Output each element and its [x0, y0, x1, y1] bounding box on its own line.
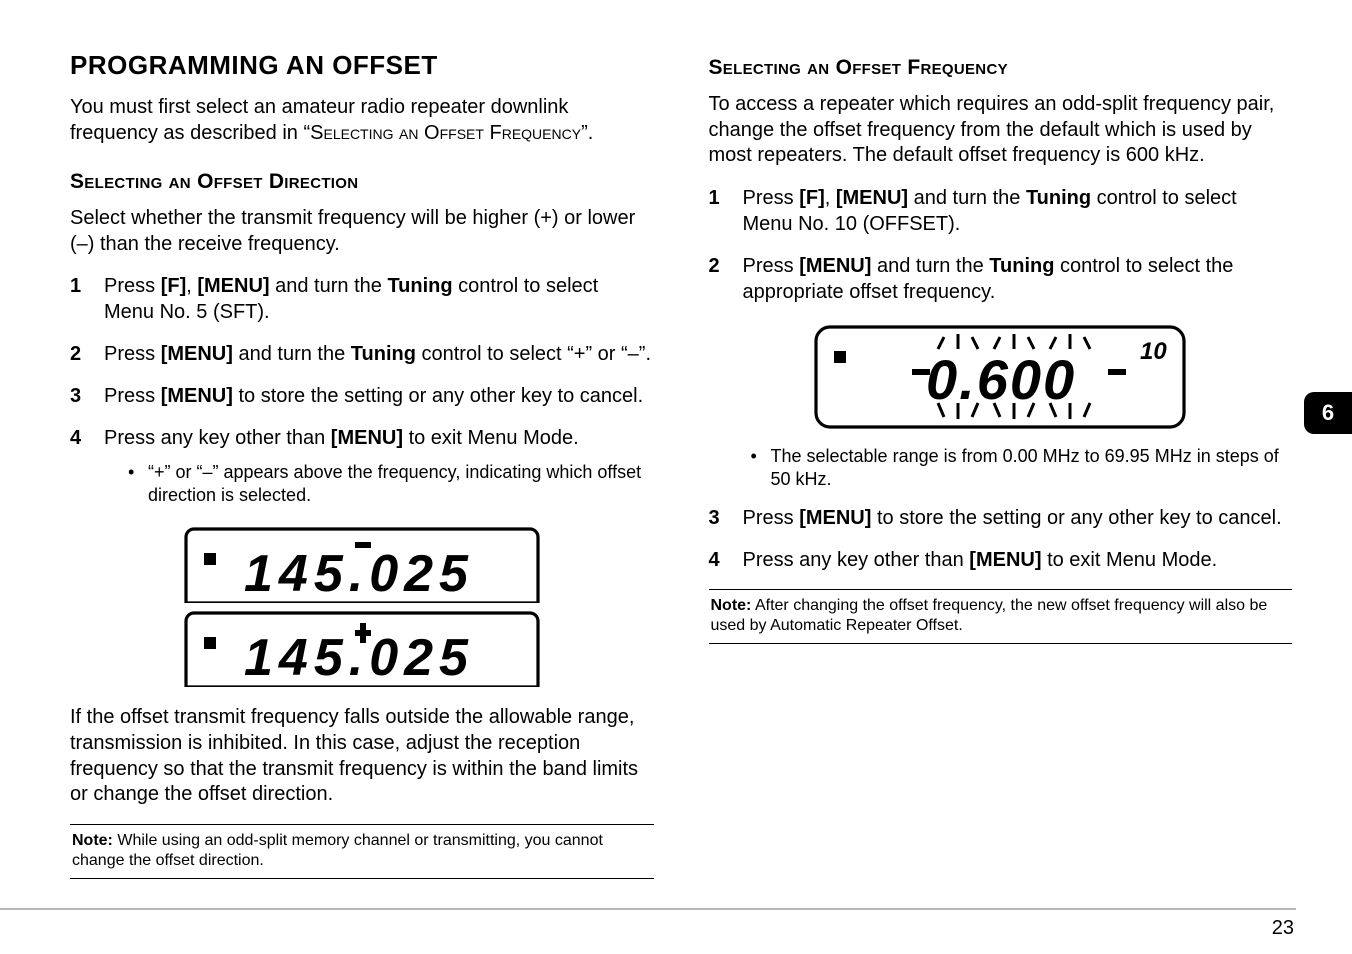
note-left-label: Note:: [72, 832, 113, 849]
lcd-display-group-left: 145.025 145.025: [70, 523, 654, 687]
note-right: Note: After changing the offset frequenc…: [709, 589, 1293, 644]
lcd-display-offset: 0.600 10: [810, 321, 1190, 433]
lcd-display-minus: 145.025: [182, 523, 542, 603]
heading-offset-direction: Selecting an Offset Direction: [70, 170, 654, 194]
note-right-label: Note:: [711, 597, 752, 614]
intro-text-2: ”.: [581, 122, 593, 144]
page-number: 23: [1272, 917, 1294, 940]
frequency-steps-34: Press [MENU] to store the setting or any…: [709, 505, 1293, 573]
freq-step-3: Press [MENU] to store the setting or any…: [709, 505, 1293, 531]
svg-text:0.600: 0.600: [926, 348, 1076, 411]
footer-rule: [0, 908, 1296, 910]
freq-step-1: Press [F], [MENU] and turn the Tuning co…: [709, 185, 1293, 237]
direction-paragraph: Select whether the transmit frequency wi…: [70, 206, 654, 257]
heading-offset-frequency: Selecting an Offset Frequency: [709, 56, 1293, 80]
step-4-bullets: “+” or “–” appears above the frequency, …: [104, 461, 654, 507]
closing-paragraph: If the offset transmit frequency falls o…: [70, 705, 654, 807]
svg-text:145.025: 145.025: [244, 545, 474, 603]
freq-bullets: The selectable range is from 0.00 MHz to…: [709, 445, 1293, 491]
step-4: Press any key other than [MENU] to exit …: [70, 425, 654, 507]
direction-steps: Press [F], [MENU] and turn the Tuning co…: [70, 273, 654, 507]
frequency-steps-12: Press [F], [MENU] and turn the Tuning co…: [709, 185, 1293, 305]
bullet-range: The selectable range is from 0.00 MHz to…: [751, 445, 1293, 491]
step-3: Press [MENU] to store the setting or any…: [70, 383, 654, 409]
intro-smallcaps: Selecting an Offset Frequency: [310, 122, 581, 144]
left-column: PROGRAMMING AN OFFSET You must first sel…: [70, 50, 654, 879]
lcd-display-plus: 145.025: [182, 607, 542, 687]
freq-step-2: Press [MENU] and turn the Tuning control…: [709, 253, 1293, 305]
freq-step-4: Press any key other than [MENU] to exit …: [709, 547, 1293, 573]
lcd-display-group-right: 0.600 10: [709, 321, 1293, 433]
step-1: Press [F], [MENU] and turn the Tuning co…: [70, 273, 654, 325]
svg-text:10: 10: [1140, 338, 1167, 365]
note-left: Note: While using an odd-split memory ch…: [70, 824, 654, 879]
bullet-plus-minus: “+” or “–” appears above the frequency, …: [128, 461, 654, 507]
frequency-intro: To access a repeater which requires an o…: [709, 92, 1293, 169]
step-2: Press [MENU] and turn the Tuning control…: [70, 341, 654, 367]
heading-programming-offset: PROGRAMMING AN OFFSET: [70, 50, 654, 81]
svg-text:145.025: 145.025: [244, 629, 474, 687]
chapter-badge: 6: [1304, 392, 1352, 434]
note-left-text: While using an odd-split memory channel …: [72, 832, 603, 869]
note-right-text: After changing the offset frequency, the…: [711, 597, 1268, 634]
intro-paragraph: You must first select an amateur radio r…: [70, 95, 654, 146]
right-column: Selecting an Offset Frequency To access …: [709, 50, 1293, 879]
